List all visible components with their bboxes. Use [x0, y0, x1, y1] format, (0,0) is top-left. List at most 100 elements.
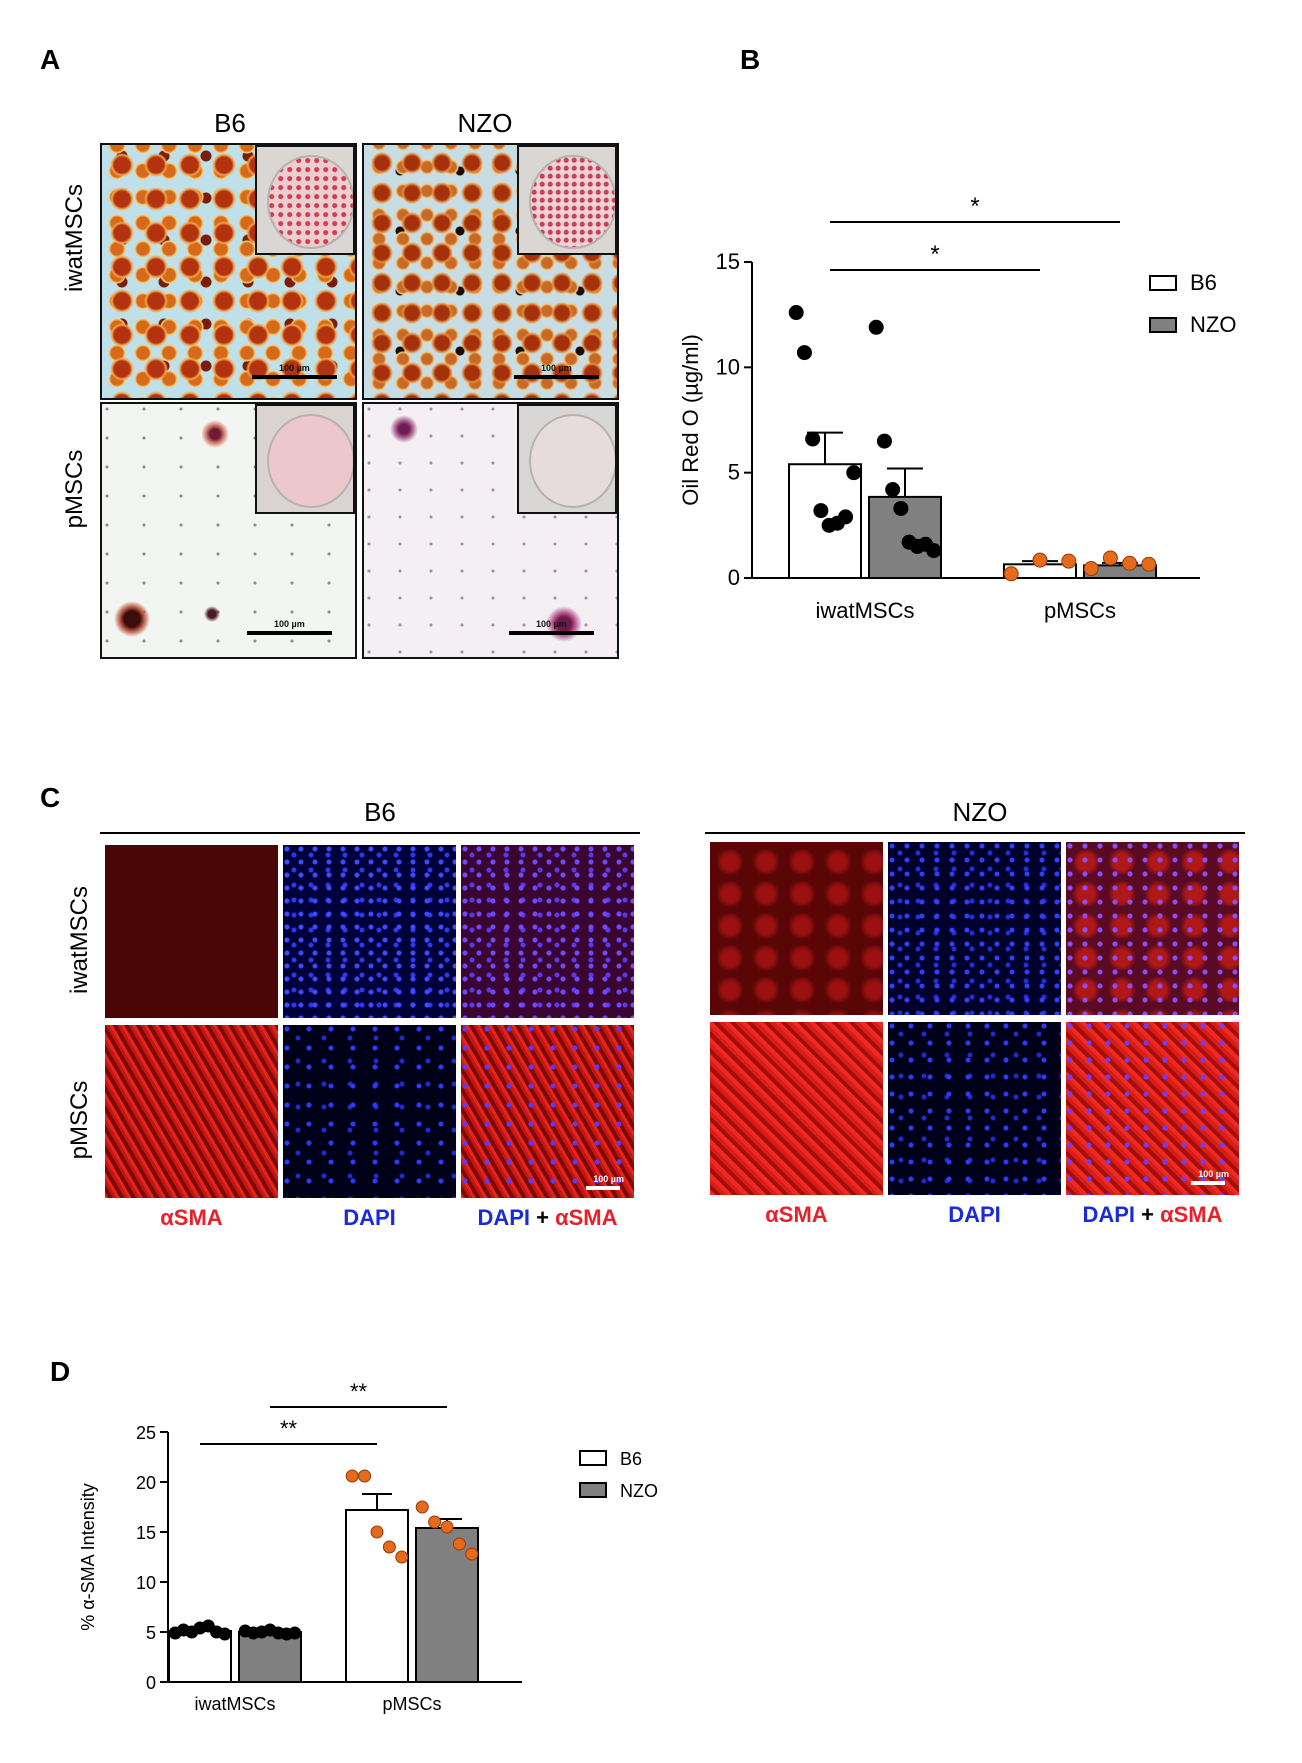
oil-red-micrograph-b6-pmsc: 100 µm	[100, 402, 357, 659]
panel-c-b6-rule	[100, 832, 640, 834]
data-point	[805, 431, 821, 447]
oil-red-micrograph-b6-iwat: 100 µm	[100, 143, 357, 400]
fluor-b6-pmsc-asma	[105, 1025, 278, 1198]
fluor-nzo-pmsc-asma	[710, 1022, 883, 1195]
x-category-label: pMSCs	[1044, 598, 1116, 623]
panel-c-nzo-rule	[705, 832, 1245, 834]
panel-a-row-iwat: iwatMSCs	[61, 183, 88, 292]
channel-label-b6-merge: DAPI + αSMA	[477, 1205, 618, 1230]
panel-a-label: A	[40, 44, 61, 75]
bar-b6-pmscs	[345, 1509, 409, 1683]
oil-red-micrograph-nzo-pmsc: 100 µm	[362, 402, 619, 659]
y-axis-label: % α-SMA Intensity	[78, 1483, 98, 1630]
panel-a-col-b6: B6	[214, 108, 246, 138]
panel-c-row-pmsc: pMSCs	[66, 1080, 93, 1160]
fluor-b6-iwat-dapi	[283, 845, 456, 1018]
legend-label-b6: B6	[620, 1449, 642, 1469]
legend-swatch-nzo	[579, 1482, 607, 1498]
data-point	[1083, 561, 1099, 577]
panel-b-label: B	[740, 44, 761, 75]
data-point	[1122, 555, 1138, 571]
data-point	[813, 503, 829, 519]
panel-a-col-nzo: NZO	[457, 108, 513, 138]
data-point	[440, 1520, 454, 1534]
legend-swatch-nzo	[1149, 317, 1177, 333]
legend-label-nzo: NZO	[620, 1481, 658, 1501]
significance-marker: **	[280, 1416, 298, 1441]
well-inset-nzo-pmsc	[517, 404, 617, 514]
scalebar-label-nzo-pmsc: 100 µm	[536, 619, 567, 629]
y-tick-label: 15	[136, 1523, 156, 1543]
scalebar-label-nzo-iwat: 100 µm	[541, 363, 572, 373]
bar-nzo-iwatmscs	[238, 1631, 302, 1683]
data-point	[838, 509, 854, 525]
fluor-nzo-iwat-asma	[710, 842, 883, 1015]
scalebar-label-b6-iwat: 100 µm	[279, 363, 310, 373]
y-tick-label: 15	[716, 249, 740, 274]
y-tick-label: 5	[146, 1623, 156, 1643]
channel-label-nzo-merge: DAPI + αSMA	[1082, 1202, 1223, 1227]
data-point	[788, 305, 804, 321]
panel-c-label: C	[40, 782, 61, 813]
x-category-label: iwatMSCs	[194, 1694, 275, 1714]
y-tick-label: 10	[716, 354, 740, 379]
y-tick-label: 20	[136, 1473, 156, 1493]
fluor-nzo-pmsc-dapi	[888, 1022, 1061, 1195]
channel-label-nzo-asma: αSMA	[765, 1202, 828, 1227]
data-point	[1061, 553, 1077, 569]
well-inset-b6-iwat	[255, 145, 355, 255]
data-point	[395, 1550, 409, 1564]
fluor-b6-pmsc-dapi	[283, 1025, 456, 1198]
legend-label-nzo: NZO	[1190, 312, 1236, 337]
significance-marker: *	[970, 193, 979, 220]
legend-swatch-b6	[1149, 275, 1177, 291]
data-point	[1032, 552, 1048, 568]
data-point	[465, 1547, 479, 1561]
scalebar-label-b6-pmsc: 100 µm	[274, 619, 305, 629]
well-inset-b6-pmsc	[255, 404, 355, 514]
data-point	[796, 345, 812, 361]
oil-red-micrograph-nzo-iwat: 100 µm	[362, 143, 619, 400]
channel-label-nzo-dapi: DAPI	[948, 1202, 1001, 1227]
data-point	[893, 500, 909, 516]
fluor-b6-pmsc-merge: 100 µm	[461, 1025, 634, 1198]
data-point	[345, 1469, 359, 1483]
scalebar-label-nzo-fluor: 100 µm	[1198, 1169, 1229, 1179]
data-point	[452, 1537, 466, 1551]
data-point	[370, 1525, 384, 1539]
channel-label-b6-asma: αSMA	[160, 1205, 223, 1230]
fluor-nzo-iwat-dapi	[888, 842, 1061, 1015]
data-point	[926, 543, 942, 559]
data-point	[218, 1627, 232, 1641]
y-tick-label: 0	[146, 1673, 156, 1693]
significance-marker: **	[350, 1380, 368, 1404]
chart-d: 0 5 10 15 20 25 % α-SMA Intensity iwatMSCs pMSCs…	[78, 1380, 658, 1714]
data-point	[382, 1540, 396, 1554]
channel-label-b6-dapi: DAPI	[343, 1205, 396, 1230]
data-point	[868, 319, 884, 335]
y-tick-label: 10	[136, 1573, 156, 1593]
y-tick-label: 25	[136, 1423, 156, 1443]
data-point	[885, 482, 901, 498]
panel-d-label: D	[50, 1356, 71, 1387]
y-axis-label: Oil Red O (µg/ml)	[678, 334, 703, 506]
bar-b6-iwatmscs	[168, 1630, 232, 1683]
data-point	[428, 1515, 442, 1529]
panel-c-group-nzo: NZO	[952, 797, 1008, 827]
scalebar-label-b6-fluor: 100 µm	[593, 1174, 624, 1184]
fluor-b6-iwat-asma	[105, 845, 278, 1018]
data-point	[1003, 566, 1019, 582]
chart-b: 0 5 10 15 Oil Red O (µg/ml) iwatMSCs pMSCs * * B6…	[678, 193, 1236, 623]
fluor-b6-iwat-merge	[461, 845, 634, 1018]
fluor-nzo-pmsc-merge: 100 µm	[1066, 1022, 1239, 1195]
panel-c-group-b6: B6	[364, 797, 396, 827]
data-point	[358, 1469, 372, 1483]
panel-c-row-iwat: iwatMSCs	[66, 886, 93, 995]
data-point	[1102, 550, 1118, 566]
legend-swatch-b6	[579, 1450, 607, 1466]
well-inset-nzo-iwat	[517, 145, 617, 255]
data-point	[288, 1626, 302, 1640]
panel-a-row-pmsc: pMSCs	[61, 449, 88, 529]
significance-marker: *	[930, 241, 939, 268]
legend-label-b6: B6	[1190, 270, 1217, 295]
